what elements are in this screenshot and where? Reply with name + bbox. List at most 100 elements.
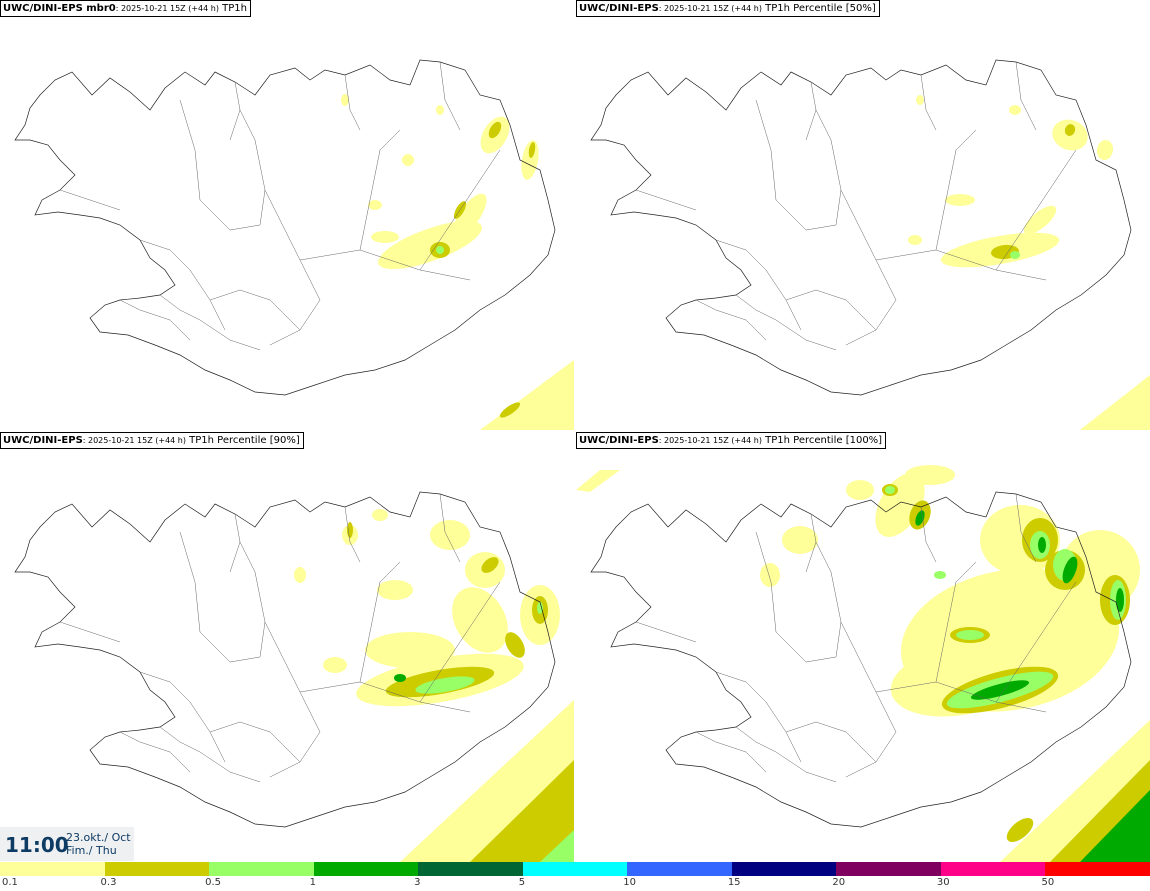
border-line (1015, 493, 1037, 563)
map-panel-p50: UWC/DINI-EPS: 2025-10-21 15Z (+44 h) TP1… (576, 0, 1150, 430)
precip-area (323, 657, 347, 673)
map-panel-member0: UWC/DINI-EPS mbr0: 2025-10-21 15Z (+44 h… (0, 0, 574, 430)
colorbar-segment (731, 862, 837, 876)
border-line (920, 74, 937, 131)
precip-area (470, 760, 574, 862)
map-panel-p90: UWC/DINI-EPS: 2025-10-21 15Z (+44 h) TP1… (0, 432, 574, 862)
model-name: UWC/DINI-EPS (3, 435, 83, 446)
precip-area (453, 193, 487, 237)
precip-area (1038, 537, 1046, 553)
precip-area (1080, 375, 1150, 430)
precip-area (934, 571, 946, 579)
precip-map (590, 59, 1150, 430)
border-line (359, 561, 401, 683)
border-line (299, 249, 471, 281)
border-line (419, 581, 501, 703)
border-line (715, 671, 802, 763)
border-line (935, 561, 977, 683)
precip-area (1023, 205, 1057, 235)
valid-time-box: 11:00 23.okt./ Oct Fim./ Thu (0, 827, 134, 861)
border-line (785, 721, 877, 763)
border-line (209, 721, 301, 763)
precip-area (505, 632, 525, 658)
border-line (875, 681, 1047, 713)
border-line (840, 189, 897, 346)
precip-area (436, 105, 444, 115)
border-line (439, 61, 461, 131)
border-line (805, 513, 817, 573)
coastline (590, 59, 1132, 396)
precip-field (576, 465, 1150, 862)
colorbar-tick-label: 20 (832, 877, 846, 888)
border-line (359, 129, 401, 251)
colorbar-segment (418, 862, 523, 876)
map-panel-p100: UWC/DINI-EPS: 2025-10-21 15Z (+44 h) TP1… (576, 432, 1150, 862)
precip-area (885, 486, 895, 494)
precip-area (481, 557, 499, 573)
precip-area (368, 200, 382, 210)
panel-divider-horizontal (0, 430, 1150, 432)
colorbar-tick-label: 10 (623, 877, 636, 888)
border-line (59, 189, 121, 211)
date-line-2: Fim./ Thu (66, 844, 117, 857)
colorbar-tick-label: 0.1 (2, 877, 18, 888)
border-line (159, 294, 261, 351)
colorbar-tick-label: 0.5 (205, 877, 221, 888)
precip-area (1062, 556, 1078, 584)
border-line (344, 506, 361, 563)
border-line (995, 149, 1077, 271)
precip-area (956, 630, 984, 640)
colorbar-segment (836, 862, 941, 876)
precip-area (377, 580, 413, 600)
border-line (755, 531, 842, 663)
precip-area (365, 632, 455, 668)
precip-area (1064, 124, 1076, 136)
precip-map (14, 59, 574, 430)
precip-area (760, 563, 780, 587)
precip-area (341, 94, 349, 106)
coastline (590, 491, 1132, 828)
colorbar-segment (1045, 862, 1150, 876)
precip-area (916, 95, 924, 105)
precip-area (347, 522, 353, 538)
precip-area (528, 142, 536, 158)
colorbar-tick-label: 50 (1041, 877, 1055, 888)
precip-area (1116, 588, 1124, 612)
border-line (119, 299, 191, 341)
precip-area (540, 830, 574, 862)
precip-area (371, 231, 399, 243)
precip-area (394, 674, 406, 682)
border-line (59, 621, 121, 643)
border-line (635, 189, 697, 211)
colorbar-segment (940, 862, 1046, 876)
colorbar-tick-label: 5 (518, 877, 526, 888)
field-name: TP1h Percentile [90%] (185, 435, 300, 446)
colorbar-segment (313, 862, 419, 876)
border-line (1015, 61, 1037, 131)
coastline (14, 491, 556, 828)
border-line (695, 299, 767, 341)
model-name: UWC/DINI-EPS (579, 435, 659, 446)
precip-area (576, 470, 620, 492)
precip-area (499, 402, 521, 418)
field-name: TP1h (218, 3, 247, 14)
border-line (139, 671, 226, 763)
precip-area (908, 235, 922, 245)
border-line (695, 731, 767, 773)
precip-area (782, 526, 818, 554)
precip-area (452, 587, 508, 653)
border-line (875, 249, 1047, 281)
coastline (14, 59, 556, 396)
colorbar-segment (627, 862, 732, 876)
border-line (840, 621, 897, 778)
precip-area (1096, 140, 1114, 160)
precip-area (372, 509, 388, 521)
border-line (344, 74, 361, 131)
border-line (735, 726, 837, 783)
precip-area (415, 676, 475, 694)
border-line (179, 531, 266, 663)
field-name: TP1h Percentile [100%] (761, 435, 883, 446)
precip-area (294, 567, 306, 583)
precip-area (1080, 790, 1150, 862)
precip-map (14, 491, 574, 862)
